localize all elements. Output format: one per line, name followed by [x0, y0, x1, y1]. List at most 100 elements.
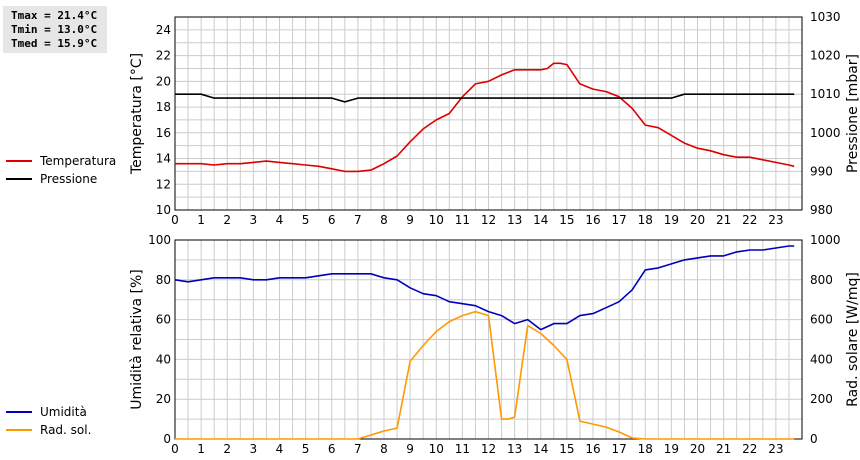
y-tick-label: 20 — [156, 74, 171, 88]
x-tick-label: 1 — [197, 442, 205, 456]
x-tick-label: 2 — [223, 442, 231, 456]
x-tick-label: 8 — [380, 213, 388, 227]
y2-tick-label: 1000 — [810, 126, 841, 140]
x-tick-label: 15 — [559, 213, 574, 227]
x-tick-label: 19 — [664, 213, 679, 227]
x-tick-label: 14 — [533, 442, 548, 456]
x-tick-label: 5 — [302, 442, 310, 456]
x-tick-label: 11 — [455, 442, 470, 456]
legend-top: Temperatura Pressione — [6, 152, 116, 188]
y2-tick-label: 1000 — [810, 233, 841, 247]
x-tick-label: 0 — [171, 442, 179, 456]
series-line-umidit — [174, 245, 795, 331]
x-tick-label: 15 — [559, 442, 574, 456]
series-line-temperatura — [175, 62, 795, 173]
y-tick-label: 24 — [156, 23, 171, 37]
x-tick-label: 13 — [507, 442, 522, 456]
x-tick-label: 21 — [716, 442, 731, 456]
x-tick-label: 9 — [406, 213, 414, 227]
legend-label-radiazione: Rad. sol. — [40, 423, 92, 437]
x-tick-label: 11 — [455, 213, 470, 227]
y-tick-label: 80 — [156, 273, 171, 287]
x-tick-label: 4 — [276, 213, 284, 227]
legend-label-pressione: Pressione — [40, 172, 98, 186]
x-tick-label: 22 — [742, 213, 757, 227]
x-tick-label: 10 — [429, 442, 444, 456]
y-tick-label: 20 — [156, 392, 171, 406]
x-tick-label: 13 — [507, 213, 522, 227]
y2-tick-label: 1030 — [810, 10, 841, 24]
x-tick-label: 14 — [533, 213, 548, 227]
y-axis-label: Temperatura [°C] — [129, 53, 145, 175]
x-tick-label: 3 — [250, 442, 258, 456]
y2-tick-label: 980 — [810, 203, 833, 217]
x-tick-label: 3 — [250, 213, 258, 227]
y-axis-label: Umidità relativa [%] — [129, 269, 145, 410]
x-tick-label: 8 — [380, 442, 388, 456]
x-tick-label: 17 — [611, 442, 626, 456]
x-tick-label: 7 — [354, 442, 362, 456]
x-tick-label: 10 — [429, 213, 444, 227]
y2-axis-label: Pressione [mbar] — [845, 54, 860, 173]
plot-frame — [174, 239, 803, 440]
stat-tmin: Tmin = 13.0°C — [11, 23, 98, 36]
x-tick-label: 23 — [768, 213, 783, 227]
x-tick-label: 20 — [690, 213, 705, 227]
series-line-pressione — [175, 93, 795, 103]
x-tick-label: 20 — [690, 442, 705, 456]
x-tick-label: 22 — [742, 442, 757, 456]
y2-tick-label: 1020 — [810, 49, 841, 63]
y2-axis-label: Rad. solare [W/mq] — [845, 272, 860, 407]
y-tick-label: 12 — [156, 177, 171, 191]
legend-label-umidita: Umidità — [40, 405, 87, 419]
y-tick-label: 18 — [156, 100, 171, 114]
legend-item-umidita: Umidità — [6, 403, 91, 421]
x-tick-label: 6 — [328, 442, 336, 456]
stat-tmed: Tmed = 15.9°C — [11, 37, 98, 50]
legend-swatch-pressione — [6, 178, 32, 180]
y2-tick-label: 800 — [810, 273, 833, 287]
x-tick-label: 19 — [664, 442, 679, 456]
legend-bottom: Umidità Rad. sol. — [6, 403, 91, 439]
legend-label-temperatura: Temperatura — [40, 154, 117, 168]
y-tick-label: 40 — [156, 352, 171, 366]
x-tick-label: 12 — [481, 213, 496, 227]
y2-tick-label: 200 — [810, 392, 833, 406]
legend-item-pressione: Pressione — [6, 170, 116, 188]
y2-tick-label: 600 — [810, 313, 833, 327]
plot-frame — [174, 16, 803, 211]
x-tick-label: 16 — [585, 442, 600, 456]
legend-item-radiazione: Rad. sol. — [6, 421, 91, 439]
legend-swatch-temperatura — [6, 160, 32, 162]
x-tick-label: 6 — [328, 213, 336, 227]
x-tick-label: 21 — [716, 213, 731, 227]
y2-tick-label: 0 — [810, 432, 818, 446]
y2-tick-label: 1010 — [810, 87, 841, 101]
y-tick-label: 0 — [163, 432, 171, 446]
x-tick-label: 16 — [585, 213, 600, 227]
x-tick-label: 12 — [481, 442, 496, 456]
y2-tick-label: 990 — [810, 164, 833, 178]
y-tick-label: 14 — [156, 152, 171, 166]
legend-swatch-umidita — [6, 411, 32, 413]
stats-box: Tmax = 21.4°C Tmin = 13.0°C Tmed = 15.9°… — [3, 6, 107, 53]
x-tick-label: 1 — [197, 213, 205, 227]
x-tick-label: 18 — [638, 442, 653, 456]
legend-item-temperatura: Temperatura — [6, 152, 116, 170]
y-tick-label: 10 — [156, 203, 171, 217]
y-tick-label: 60 — [156, 313, 171, 327]
series-line-rad-sol — [175, 310, 795, 440]
x-tick-label: 18 — [638, 213, 653, 227]
x-tick-label: 2 — [223, 213, 231, 227]
legend-swatch-radiazione — [6, 429, 32, 431]
y2-tick-label: 400 — [810, 352, 833, 366]
x-tick-label: 5 — [302, 213, 310, 227]
x-tick-label: 0 — [171, 213, 179, 227]
x-tick-label: 23 — [768, 442, 783, 456]
x-tick-label: 9 — [406, 442, 414, 456]
x-tick-label: 17 — [611, 213, 626, 227]
stat-tmax: Tmax = 21.4°C — [11, 9, 98, 22]
y-tick-label: 16 — [156, 126, 171, 140]
y-tick-label: 100 — [148, 233, 171, 247]
